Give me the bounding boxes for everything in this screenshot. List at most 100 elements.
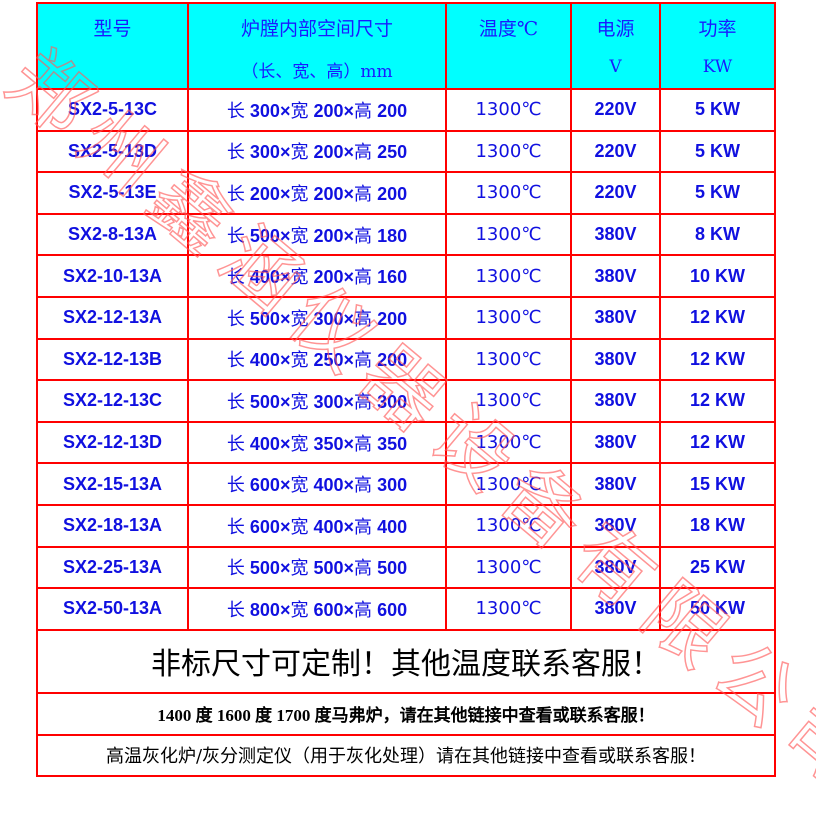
length-label: 长 xyxy=(226,308,245,330)
temp-value: 1300℃ xyxy=(475,140,542,162)
times-sign: × xyxy=(343,558,355,579)
temp-value: 1300℃ xyxy=(475,515,542,537)
width-value: 300 xyxy=(313,308,344,329)
length-value: 600 xyxy=(249,475,280,496)
height-value: 600 xyxy=(377,599,408,620)
width-value: 200 xyxy=(313,100,344,121)
table-row: SX2-5-13E 长 200×宽 200×高 200 1300℃ 220V 5 KW xyxy=(36,171,776,215)
times-sign: × xyxy=(343,599,355,620)
temp-value: 1300℃ xyxy=(475,390,542,412)
length-value: 400 xyxy=(249,267,280,288)
length-label: 长 xyxy=(226,516,245,538)
length-label: 长 xyxy=(226,183,245,205)
other-temps-row: 1400 度 1600 度 1700 度马弗炉，请在其他链接中查看或联系客服！ xyxy=(36,691,776,736)
times-sign: × xyxy=(279,308,291,329)
table-row: SX2-12-13A 长 500×宽 300×高 200 1300℃ 380V 12 K… xyxy=(36,295,776,340)
length-value: 500 xyxy=(249,225,280,246)
width-label: 宽 xyxy=(290,391,309,413)
length-value: 600 xyxy=(249,516,280,537)
temp-value: 1300℃ xyxy=(475,99,542,121)
width-value: 400 xyxy=(313,475,344,496)
temp-cell: 1300℃ xyxy=(445,88,572,132)
length-label: 长 xyxy=(226,142,245,164)
table-row: SX2-25-13A 长 500×宽 500×高 500 1300℃ 380V 25 K… xyxy=(36,545,776,590)
width-label: 宽 xyxy=(290,350,309,372)
other-temps-note: 1400 度 1600 度 1700 度马弗炉，请在其他链接中查看或联系客服！ xyxy=(36,691,776,736)
power-cell: 12 KW xyxy=(659,379,776,423)
voltage-cell: 220V xyxy=(570,171,661,215)
length-value: 200 xyxy=(249,183,280,204)
times-sign: × xyxy=(279,142,291,163)
table-row: SX2-12-13C 长 500×宽 300×高 300 1300℃ 380V 12 K… xyxy=(36,379,776,423)
width-value: 400 xyxy=(313,516,344,537)
header-temp: 温度℃ xyxy=(445,2,572,90)
height-value: 300 xyxy=(377,391,408,412)
model-cell: SX2-12-13B xyxy=(36,337,189,382)
voltage-cell: 380V xyxy=(570,337,661,382)
height-value: 250 xyxy=(377,142,408,163)
times-sign: × xyxy=(279,225,291,246)
header-voltage: 电源 V xyxy=(570,2,661,90)
temp-value: 1300℃ xyxy=(475,556,542,578)
width-value: 200 xyxy=(313,225,344,246)
height-value: 200 xyxy=(377,350,408,371)
times-sign: × xyxy=(279,558,291,579)
temp-cell: 1300℃ xyxy=(445,337,572,382)
voltage-cell: 380V xyxy=(570,545,661,590)
width-label: 宽 xyxy=(290,225,309,247)
height-label: 高 xyxy=(354,142,373,164)
width-label: 宽 xyxy=(290,142,309,164)
temp-cell: 1300℃ xyxy=(445,379,572,423)
voltage-cell: 380V xyxy=(570,295,661,340)
times-sign: × xyxy=(343,350,355,371)
length-label: 长 xyxy=(226,558,245,580)
size-cell: 长 400×宽 350×高 350 xyxy=(187,420,447,465)
size-cell: 长 600×宽 400×高 400 xyxy=(187,503,447,548)
times-sign: × xyxy=(343,391,355,412)
height-label: 高 xyxy=(354,350,373,372)
size-cell: 长 600×宽 400×高 300 xyxy=(187,462,447,506)
height-value: 300 xyxy=(377,475,408,496)
custom-note: 非标尺寸可定制！其他温度联系客服！ xyxy=(36,628,776,694)
voltage-cell: 380V xyxy=(570,254,661,298)
times-sign: × xyxy=(343,267,355,288)
power-cell: 15 KW xyxy=(659,462,776,506)
size-cell: 长 500×宽 200×高 180 xyxy=(187,212,447,257)
width-label: 宽 xyxy=(290,183,309,205)
times-sign: × xyxy=(343,516,355,537)
length-value: 400 xyxy=(249,350,280,371)
height-value: 200 xyxy=(377,183,408,204)
times-sign: × xyxy=(279,599,291,620)
temp-cell: 1300℃ xyxy=(445,462,572,506)
model-cell: SX2-12-13D xyxy=(36,420,189,465)
power-cell: 8 KW xyxy=(659,212,776,257)
width-label: 宽 xyxy=(290,599,309,621)
size-cell: 长 400×宽 200×高 160 xyxy=(187,254,447,298)
length-label: 长 xyxy=(226,267,245,289)
height-value: 200 xyxy=(377,100,408,121)
voltage-cell: 380V xyxy=(570,587,661,631)
length-label: 长 xyxy=(226,100,245,122)
model-cell: SX2-12-13A xyxy=(36,295,189,340)
height-value: 180 xyxy=(377,225,408,246)
temp-value: 1300℃ xyxy=(475,182,542,204)
length-label: 长 xyxy=(226,475,245,497)
power-cell: 5 KW xyxy=(659,171,776,215)
length-value: 300 xyxy=(249,142,280,163)
temp-cell: 1300℃ xyxy=(445,212,572,257)
times-sign: × xyxy=(343,142,355,163)
table-row: SX2-15-13A 长 600×宽 400×高 300 1300℃ 380V 15 K… xyxy=(36,462,776,506)
model-cell: SX2-12-13C xyxy=(36,379,189,423)
height-value: 400 xyxy=(377,516,408,537)
length-value: 500 xyxy=(249,558,280,579)
size-cell: 长 200×宽 200×高 200 xyxy=(187,171,447,215)
temp-cell: 1300℃ xyxy=(445,587,572,631)
table-row: SX2-10-13A 长 400×宽 200×高 160 1300℃ 380V 10 K… xyxy=(36,254,776,298)
times-sign: × xyxy=(343,183,355,204)
length-label: 长 xyxy=(226,350,245,372)
temp-cell: 1300℃ xyxy=(445,503,572,548)
header-row: 型号 炉膛内部空间尺寸 （长、宽、高）mm 温度℃ 电源 V 功率 KW xyxy=(36,2,776,90)
temp-cell: 1300℃ xyxy=(445,171,572,215)
width-label: 宽 xyxy=(290,475,309,497)
times-sign: × xyxy=(343,433,355,454)
